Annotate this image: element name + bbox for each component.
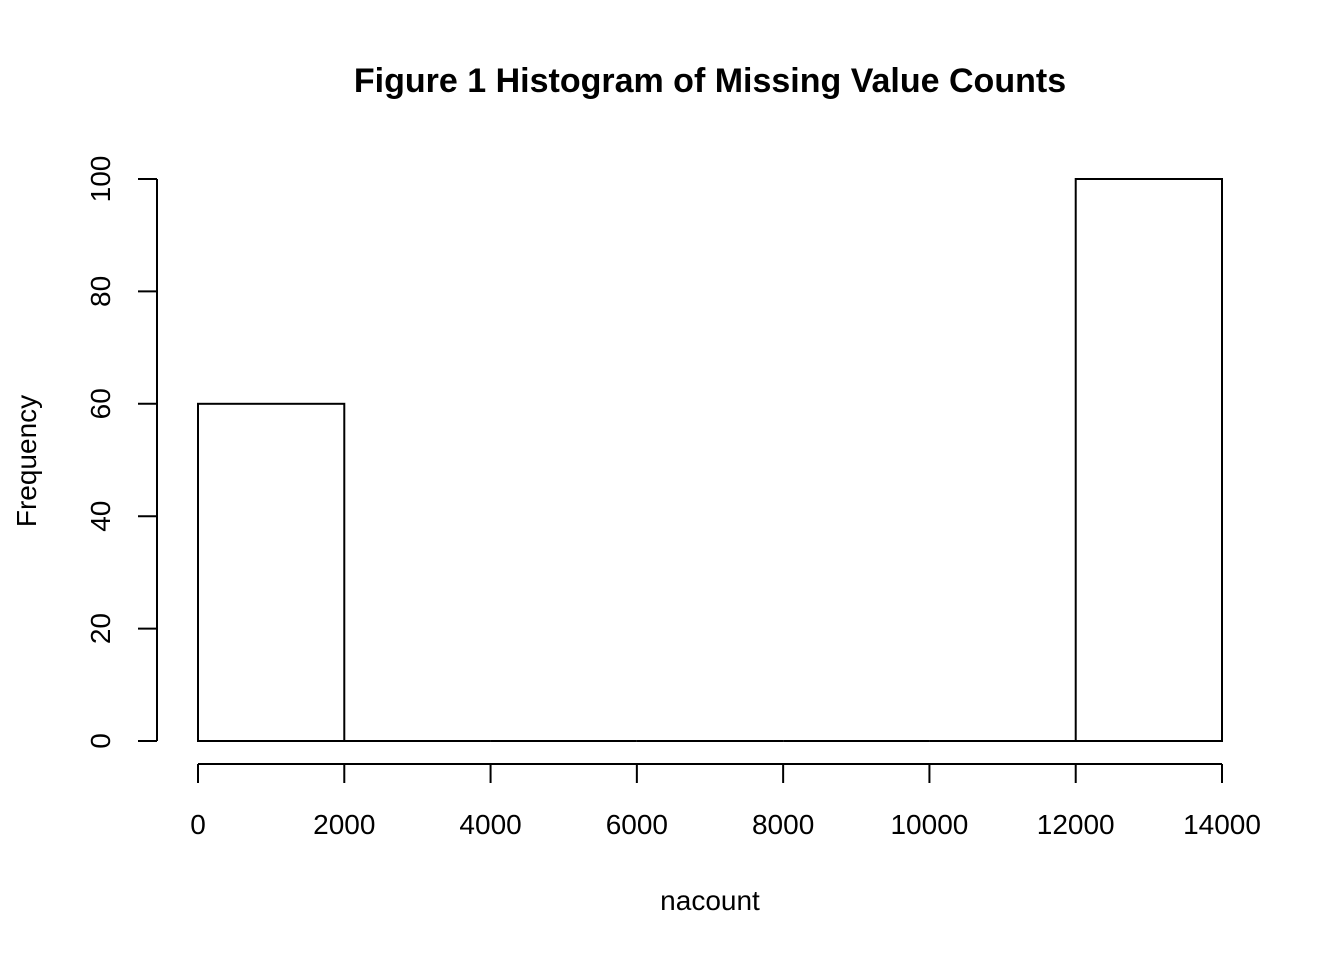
y-tick-label: 100 (85, 156, 116, 203)
x-tick-label: 0 (190, 809, 206, 840)
y-axis: 0 20 40 60 80 100 (85, 156, 158, 749)
x-axis: 0 2000 4000 6000 8000 10000 12000 14000 (190, 763, 1261, 840)
x-axis-label: nacount (660, 885, 760, 916)
histogram-bar (1074, 178, 1223, 742)
y-axis-label: Frequency (11, 395, 42, 527)
bars-group (197, 178, 1223, 742)
x-tick-label: 10000 (890, 809, 968, 840)
chart-title: Figure 1 Histogram of Missing Value Coun… (354, 62, 1066, 100)
x-tick-label: 14000 (1183, 809, 1261, 840)
x-tick-label: 12000 (1037, 809, 1115, 840)
y-tick-label: 60 (85, 388, 116, 419)
x-tick-label: 4000 (459, 809, 521, 840)
y-tick-label: 0 (85, 733, 116, 749)
x-tick-label: 2000 (313, 809, 375, 840)
histogram-bar (197, 402, 346, 742)
y-tick-label: 40 (85, 501, 116, 532)
y-tick-label: 20 (85, 613, 116, 644)
y-tick-label: 80 (85, 276, 116, 307)
x-tick-label: 8000 (752, 809, 814, 840)
x-tick-label: 6000 (606, 809, 668, 840)
